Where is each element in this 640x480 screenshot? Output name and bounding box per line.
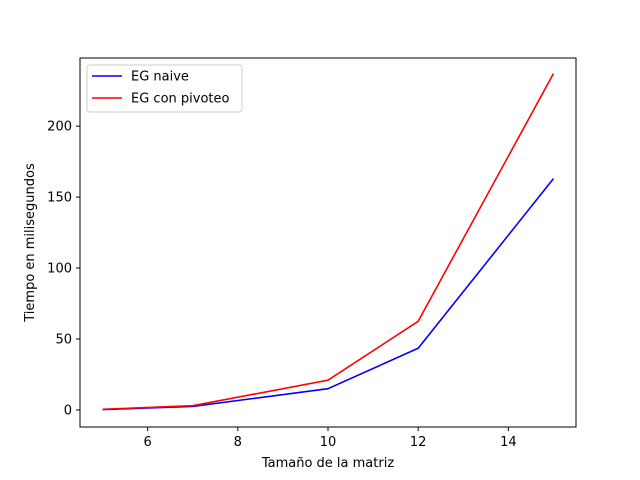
- series-layer: [102, 73, 555, 411]
- x-tick-label: 12: [410, 435, 427, 450]
- x-tick-label: 6: [143, 435, 151, 450]
- y-tick-label: 0: [64, 403, 72, 418]
- y-axis-label: Tiempo en milisegundos: [23, 163, 38, 323]
- legend-label: EG naive: [131, 70, 189, 85]
- plot-background: [80, 58, 576, 427]
- x-tick-label: 14: [500, 435, 517, 450]
- legend-label: EG con pivoteo: [131, 92, 229, 107]
- y-axis-ticks: 0 50 100 150 200: [47, 120, 80, 418]
- x-tick-label: 10: [320, 435, 337, 450]
- legend: EG naive EG con pivoteo: [86, 64, 243, 113]
- y-tick-label: 150: [47, 191, 72, 206]
- legend-box: [86, 64, 243, 113]
- x-axis-ticks: 6 8 10 12 14: [143, 427, 517, 450]
- y-tick-label: 50: [55, 333, 72, 348]
- y-tick-label: 100: [47, 262, 72, 277]
- x-axis-label: Tamaño de la matriz: [261, 456, 394, 471]
- x-tick-label: 8: [234, 435, 242, 450]
- y-tick-label: 200: [47, 120, 72, 135]
